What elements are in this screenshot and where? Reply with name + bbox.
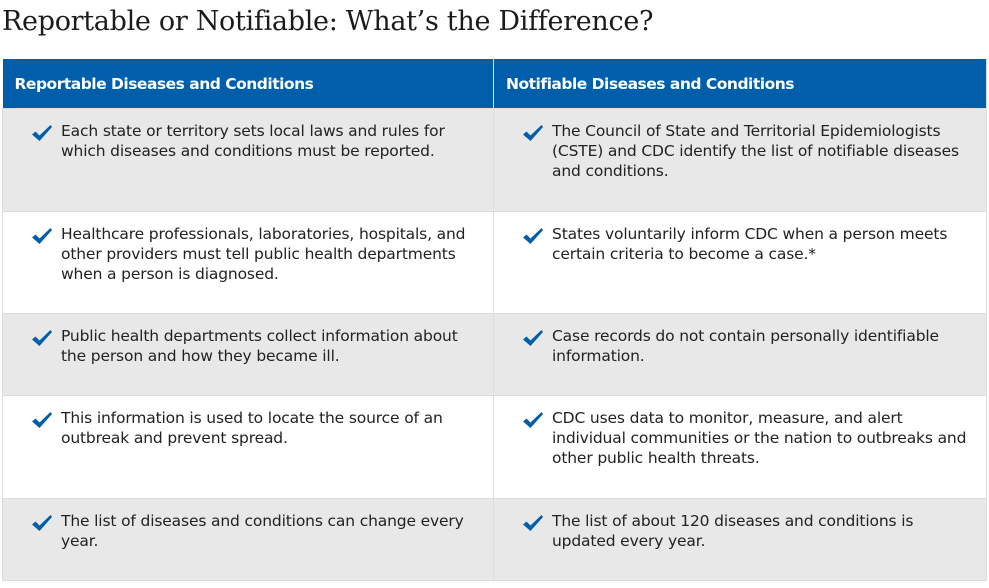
reportable-text: Public health departments collect inform… — [61, 327, 458, 365]
table-row: Healthcare professionals, laboratories, … — [2, 211, 987, 314]
checkmark-icon — [523, 125, 543, 141]
reportable-cell: This information is used to locate the s… — [2, 395, 494, 499]
reportable-text: The list of diseases and conditions can … — [61, 512, 464, 550]
notifiable-text: The Council of State and Territorial Epi… — [552, 122, 959, 180]
table-row: Public health departments collect inform… — [2, 313, 987, 396]
table-header-row: Reportable Diseases and Conditions Notif… — [2, 59, 987, 109]
checkmark-icon — [32, 330, 52, 346]
table-row: This information is used to locate the s… — [2, 395, 987, 499]
notifiable-text: The list of about 120 diseases and condi… — [552, 512, 914, 550]
reportable-cell: Healthcare professionals, laboratories, … — [2, 211, 494, 314]
header-notifiable: Notifiable Diseases and Conditions — [493, 59, 987, 109]
reportable-text: Each state or territory sets local laws … — [61, 122, 445, 160]
comparison-table: Reportable Diseases and Conditions Notif… — [2, 59, 987, 581]
notifiable-text: States voluntarily inform CDC when a per… — [552, 225, 948, 263]
table-row: The list of diseases and conditions can … — [2, 498, 987, 581]
page-title: Reportable or Notifiable: What’s the Dif… — [2, 6, 654, 37]
reportable-cell: The list of diseases and conditions can … — [2, 498, 494, 581]
notifiable-cell: The Council of State and Territorial Epi… — [493, 108, 987, 212]
notifiable-text: CDC uses data to monitor, measure, and a… — [552, 409, 967, 467]
checkmark-icon — [523, 515, 543, 531]
reportable-cell: Public health departments collect inform… — [2, 313, 494, 396]
notifiable-cell: CDC uses data to monitor, measure, and a… — [493, 395, 987, 499]
notifiable-cell: States voluntarily inform CDC when a per… — [493, 211, 987, 314]
notifiable-cell: Case records do not contain personally i… — [493, 313, 987, 396]
reportable-text: This information is used to locate the s… — [61, 409, 443, 447]
notifiable-cell: The list of about 120 diseases and condi… — [493, 498, 987, 581]
reportable-text: Healthcare professionals, laboratories, … — [61, 225, 466, 283]
checkmark-icon — [32, 412, 52, 428]
header-reportable: Reportable Diseases and Conditions — [2, 59, 494, 109]
checkmark-icon — [32, 515, 52, 531]
checkmark-icon — [32, 228, 52, 244]
checkmark-icon — [523, 330, 543, 346]
checkmark-icon — [523, 228, 543, 244]
checkmark-icon — [32, 125, 52, 141]
notifiable-text: Case records do not contain personally i… — [552, 327, 939, 365]
reportable-cell: Each state or territory sets local laws … — [2, 108, 494, 212]
table-row: Each state or territory sets local laws … — [2, 108, 987, 212]
checkmark-icon — [523, 412, 543, 428]
